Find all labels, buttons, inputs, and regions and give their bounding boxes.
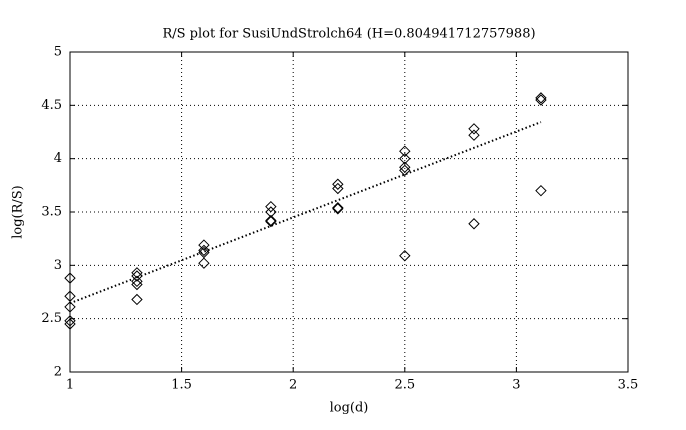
diamond-point xyxy=(131,275,143,288)
diamond-point xyxy=(198,257,210,269)
diamond-point xyxy=(535,94,547,106)
x-tick-label: 3 xyxy=(512,378,520,393)
diamond-point xyxy=(332,182,344,195)
diamond-point xyxy=(131,270,143,282)
y-tick-label: 3 xyxy=(54,258,62,273)
diamond-point xyxy=(64,315,76,327)
diamond-point xyxy=(265,200,277,213)
diamond-point xyxy=(131,293,143,306)
diamond-point xyxy=(399,145,411,157)
diamond-point xyxy=(468,218,480,230)
diamond-point xyxy=(198,244,210,257)
y-tick-label: 2.5 xyxy=(41,311,62,326)
x-tick-label: 2 xyxy=(289,378,297,393)
plot-frame xyxy=(69,51,629,373)
diamond-point xyxy=(535,92,547,104)
diamond-point xyxy=(64,318,76,330)
diamond-point xyxy=(265,214,277,227)
chart-title: R/S plot for SusiUndStrolch64 (H=0.80494… xyxy=(162,27,535,42)
diamond-point xyxy=(198,239,210,251)
x-tick-label: 3.5 xyxy=(618,378,639,393)
diamond-point xyxy=(332,178,344,190)
y-tick-label: 4 xyxy=(54,151,62,166)
x-tick-label: 2.5 xyxy=(394,378,415,393)
y-tick-label: 3.5 xyxy=(41,205,62,220)
diamond-point xyxy=(265,215,277,228)
diamond-point xyxy=(64,272,76,284)
diamond-point xyxy=(399,250,411,262)
x-tick-label: 1 xyxy=(66,378,74,393)
diamond-point xyxy=(332,203,344,215)
diamond-point xyxy=(332,202,344,214)
diamond-point xyxy=(535,184,547,197)
x-tick-label: 1.5 xyxy=(171,378,192,393)
diamond-point xyxy=(468,123,480,135)
y-tick-label: 2 xyxy=(54,365,62,380)
diamond-point xyxy=(131,278,143,291)
diamond-point xyxy=(131,267,143,279)
diamond-point xyxy=(64,301,76,313)
fit-line xyxy=(69,121,542,305)
y-tick-label: 4.5 xyxy=(41,98,62,113)
y-axis-label: log(R/S) xyxy=(11,185,26,239)
x-axis-label: log(d) xyxy=(330,401,369,416)
diamond-point xyxy=(399,164,411,177)
y-tick-label: 5 xyxy=(54,45,62,60)
diamond-point xyxy=(399,152,411,165)
diamond-point xyxy=(468,129,480,141)
diamond-point xyxy=(399,161,411,173)
